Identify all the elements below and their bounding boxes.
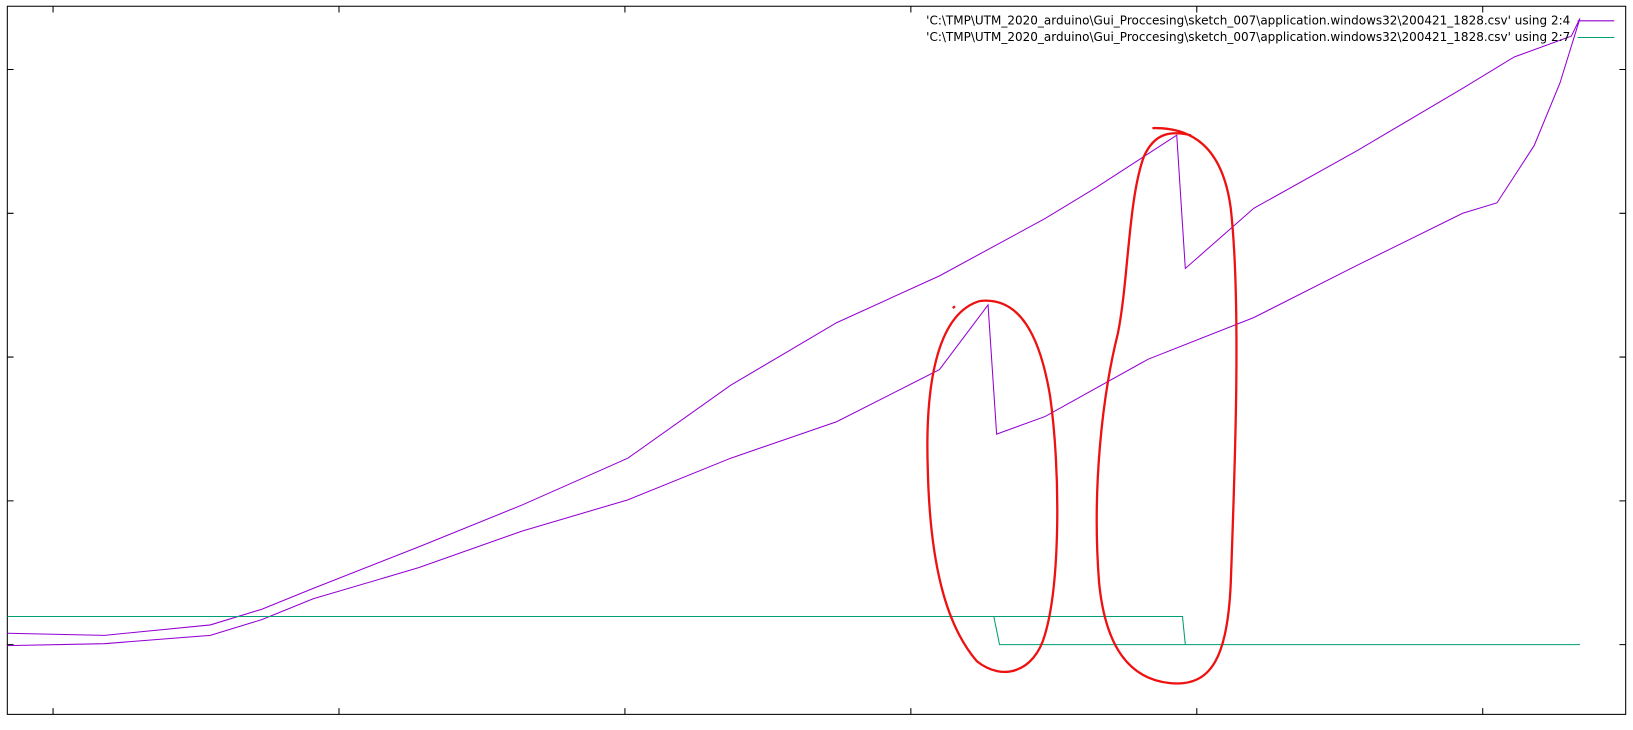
annotation-ellipse xyxy=(926,299,1059,673)
plot-border xyxy=(6,5,1627,715)
series-line xyxy=(7,615,1580,646)
series-line xyxy=(7,18,1581,647)
legend-label: 'C:\TMP\UTM_2020_arduino\Gui_Proccesing\… xyxy=(926,30,1570,44)
legend-label: 'C:\TMP\UTM_2020_arduino\Gui_Proccesing\… xyxy=(926,13,1570,27)
annotation-ellipse xyxy=(1095,126,1238,685)
hand-drawn-annotations xyxy=(926,126,1238,685)
